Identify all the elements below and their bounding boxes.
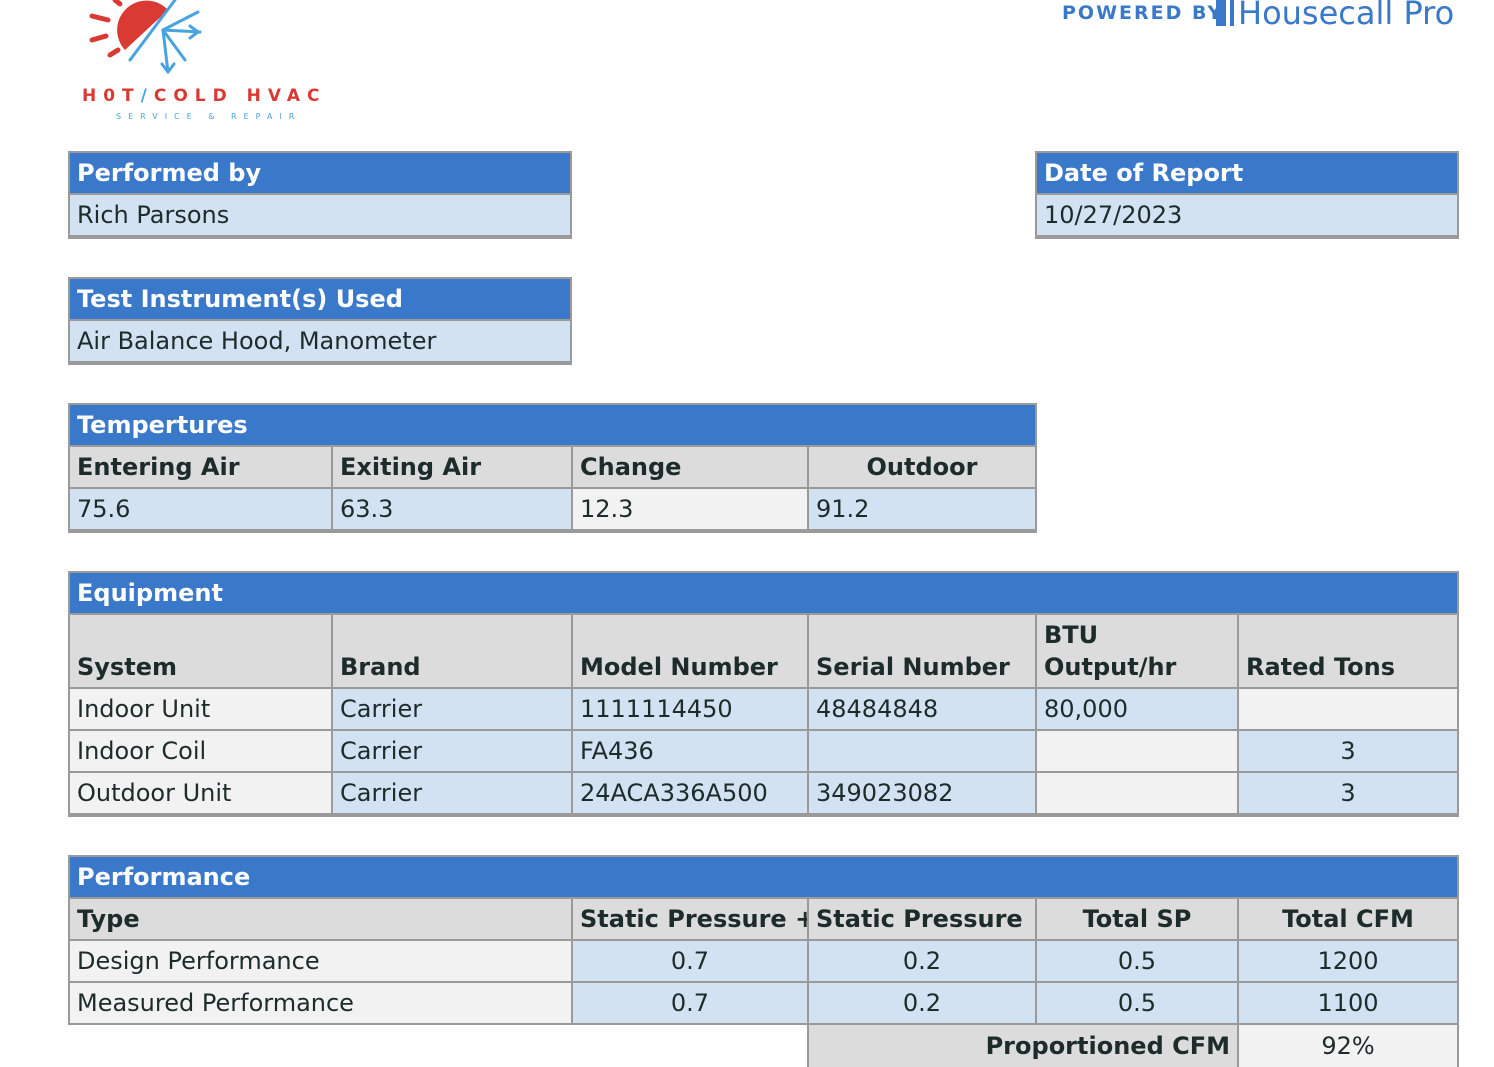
column-header: Exiting Air: [333, 447, 573, 489]
column-header: Outdoor: [809, 447, 1037, 489]
equipment-cell: 48484848: [809, 689, 1037, 731]
performed-by-table: Performed by Rich Parsons: [68, 151, 572, 239]
performance-type: Design Performance: [70, 941, 573, 983]
equipment-table: Equipment System Brand Model Number Serial N…: [68, 571, 1459, 817]
column-header: Rated Tons: [1239, 615, 1459, 689]
table-title: Test Instrument(s) Used: [70, 279, 572, 321]
temperature-value: 75.6: [70, 489, 333, 531]
table-title: Tempertures: [70, 405, 1037, 447]
equipment-cell: 24ACA336A500: [573, 773, 809, 815]
door-icon: [1216, 0, 1230, 26]
performance-value: 0.2: [809, 983, 1037, 1025]
column-header: Entering Air: [70, 447, 333, 489]
blank-cell: [68, 1025, 809, 1067]
date-of-report-table: Date of Report 10/27/2023: [1035, 151, 1459, 239]
table-value: 10/27/2023: [1037, 195, 1459, 237]
proportioned-cfm-value: 92%: [1239, 1025, 1459, 1067]
equipment-cell: FA436: [573, 731, 809, 773]
equipment-cell: 80,000: [1037, 689, 1239, 731]
performance-value: 0.5: [1037, 941, 1239, 983]
system-name: Indoor Coil: [70, 731, 333, 773]
table-title: Performance: [70, 857, 1459, 899]
column-header: Total CFM: [1239, 899, 1459, 941]
temperature-value: 12.3: [573, 489, 809, 531]
column-header: System: [70, 615, 333, 689]
equipment-cell: [1037, 731, 1239, 773]
performance-value: 1100: [1239, 983, 1459, 1025]
table-title: Date of Report: [1037, 153, 1459, 195]
equipment-cell: [809, 731, 1037, 773]
performance-type: Measured Performance: [70, 983, 573, 1025]
table-title: Equipment: [70, 573, 1459, 615]
performance-value: 0.7: [573, 983, 809, 1025]
temperature-value: 91.2: [809, 489, 1037, 531]
equipment-cell: Carrier: [333, 689, 573, 731]
equipment-cell: 349023082: [809, 773, 1037, 815]
column-header: Type: [70, 899, 573, 941]
column-header: Brand: [333, 615, 573, 689]
performance-value: 0.5: [1037, 983, 1239, 1025]
column-header: Static Pressure: [809, 899, 1037, 941]
logo-icon: [89, 0, 202, 74]
logo-name: H0T/COLD HVAC: [82, 86, 327, 106]
column-header: Serial Number: [809, 615, 1037, 689]
performance-table: Performance Type Static Pressure + Static P…: [68, 855, 1459, 1067]
equipment-cell: Carrier: [333, 773, 573, 815]
instruments-table: Test Instrument(s) Used Air Balance Hood,…: [68, 277, 572, 365]
housecall-pro-logo: Housecall Pro: [1216, 0, 1454, 32]
equipment-cell: [1037, 773, 1239, 815]
table-title: Performed by: [70, 153, 572, 195]
proportioned-cfm-label: Proportioned CFM: [809, 1025, 1239, 1067]
temperature-value: 63.3: [333, 489, 573, 531]
performance-value: 0.7: [573, 941, 809, 983]
logo-tagline: SERVICE & REPAIR: [116, 112, 302, 121]
powered-by-label: POWERED BY: [1062, 2, 1224, 24]
table-value: Rich Parsons: [70, 195, 572, 237]
equipment-cell: [1239, 689, 1459, 731]
equipment-cell: Carrier: [333, 731, 573, 773]
system-name: Outdoor Unit: [70, 773, 333, 815]
column-header: Change: [573, 447, 809, 489]
equipment-cell: 3: [1239, 731, 1459, 773]
column-header: Model Number: [573, 615, 809, 689]
equipment-cell: 3: [1239, 773, 1459, 815]
performance-value: 1200: [1239, 941, 1459, 983]
system-name: Indoor Unit: [70, 689, 333, 731]
performance-value: 0.2: [809, 941, 1037, 983]
temperatures-table: Tempertures Entering Air Exiting Air Change…: [68, 403, 1037, 533]
column-header: Static Pressure +: [573, 899, 809, 941]
equipment-cell: 1111114450: [573, 689, 809, 731]
column-header: Total SP: [1037, 899, 1239, 941]
table-value: Air Balance Hood, Manometer: [70, 321, 572, 363]
column-header: BTU Output/hr: [1037, 615, 1239, 689]
